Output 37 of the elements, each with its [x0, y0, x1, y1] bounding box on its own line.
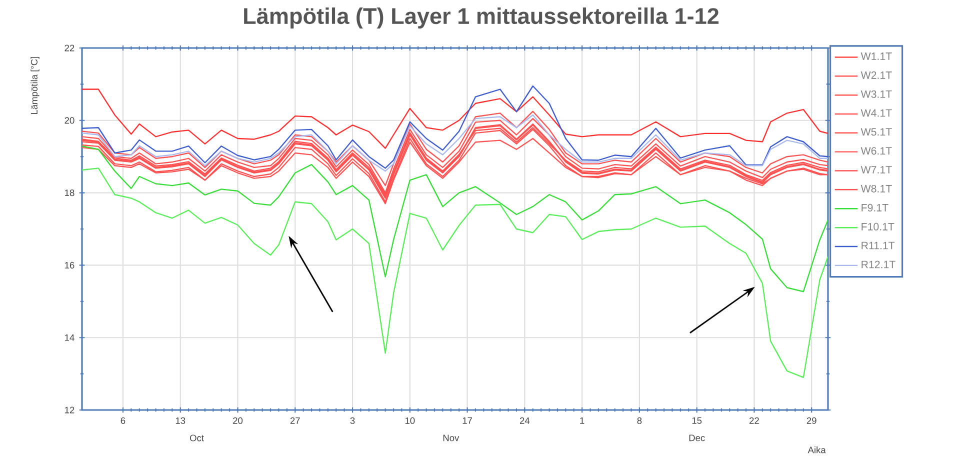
- text: Oct: [190, 434, 204, 442]
- x-tick-label: 20: [233, 417, 243, 424]
- legend-label: W3.1T: [860, 90, 892, 98]
- x-tick-label: 29: [806, 417, 816, 424]
- y-tick-label: 14: [65, 334, 74, 341]
- legend-label: F10.1T: [862, 222, 894, 230]
- x-tick-label: 13: [176, 417, 186, 424]
- x-tick-label: 24: [520, 417, 530, 424]
- y-tick-label: 16: [65, 262, 74, 268]
- legend-label: W4.1T: [860, 109, 892, 117]
- x-tick-label: 6: [120, 417, 126, 424]
- chart-title: Lämpötila (T) Layer 1 mittaussektoreilla 1-12: [244, 7, 719, 29]
- legend-label: R12.1T: [862, 260, 896, 268]
- x-tick-label: 3: [350, 417, 355, 424]
- legend-label: W6.1T: [860, 147, 892, 155]
- y-axis-title: Lämpötila [°C]: [30, 56, 40, 114]
- legend-label: W2.1T: [860, 71, 892, 79]
- y-tick-label: 18: [65, 190, 74, 196]
- legend-label: R11.1T: [862, 242, 895, 250]
- legend-label: W1.1T: [860, 52, 892, 60]
- x-tick-label: 22: [750, 417, 759, 424]
- legend-label: W8.1T: [860, 184, 892, 192]
- x-axis-title: Aika: [808, 446, 826, 454]
- x-tick-label: 15: [692, 417, 702, 424]
- legend-label: F9.1T: [862, 204, 888, 212]
- text: Dec: [689, 434, 705, 442]
- x-tick-label: 1: [580, 417, 584, 424]
- x-tick-label: 17: [462, 417, 472, 424]
- legend-label: W7.1T: [860, 166, 892, 174]
- x-tick-label: 27: [290, 417, 300, 424]
- y-tick-label: 22: [64, 44, 74, 52]
- x-tick-label: 8: [637, 417, 642, 424]
- y-tick-label: 12: [65, 406, 74, 414]
- y-tick-label: 20: [64, 117, 74, 124]
- legend-label: W5.1T: [860, 128, 892, 136]
- x-tick-label: 10: [405, 417, 415, 424]
- text: Nov: [443, 434, 460, 442]
